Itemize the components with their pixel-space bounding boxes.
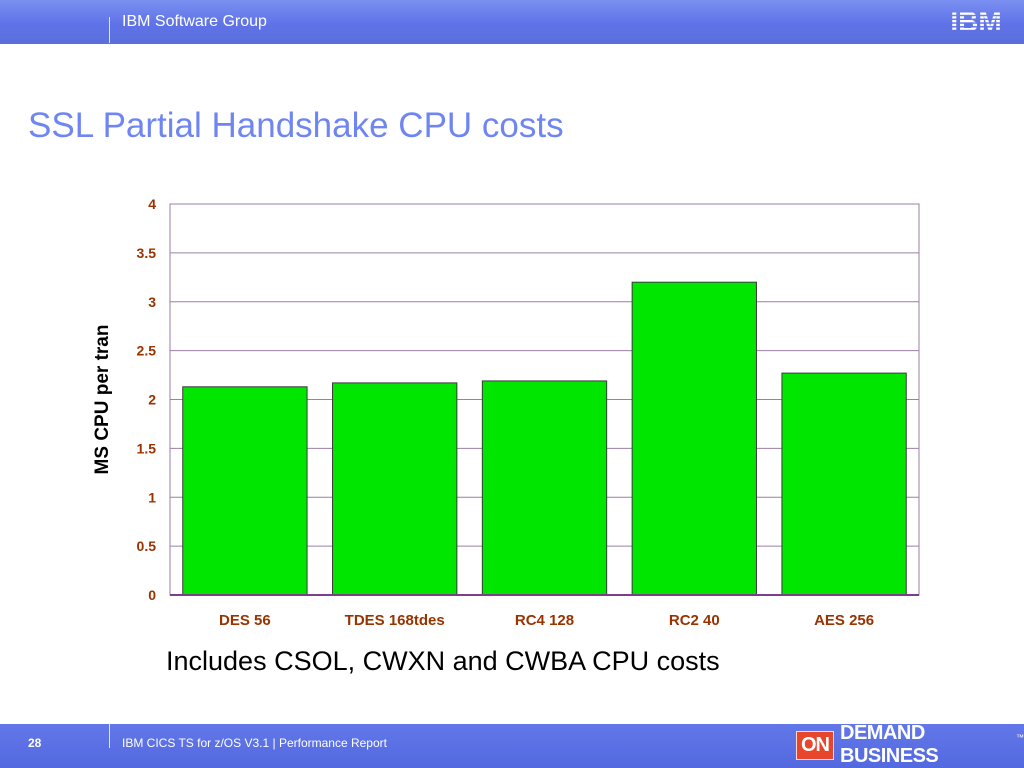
footer-bar: 28 IBM CICS TS for z/OS V3.1 | Performan… [0,722,1024,768]
y-tick-label: 3 [148,294,156,310]
page-number: 28 [28,736,42,750]
x-tick-label: RC2 40 [669,612,720,629]
bar [781,372,907,596]
y-axis-label: MS CPU per tran [92,325,113,475]
brand-demand-business: DEMAND BUSINESS [840,722,939,767]
on-demand-business-logo: ON DEMAND BUSINESS ™ [796,722,1024,767]
y-tick-label: 4 [148,196,156,212]
bar [481,380,608,596]
y-tick-label: 1 [148,489,156,505]
footer-separator [109,724,110,748]
header-group-name: IBM Software Group [122,13,267,30]
brand-on: ON [796,730,834,760]
y-tick-label: 2.5 [137,343,157,359]
brand-trademark: ™ [1016,733,1024,742]
footer-product: IBM CICS TS for z/OS V3.1 | Performance … [122,736,387,750]
bar [332,382,458,596]
slide-title: SSL Partial Handshake CPU costs [28,106,564,145]
header-separator [109,17,110,43]
y-tick-label: 2 [148,392,156,408]
y-tick-label: 3.5 [137,245,157,261]
x-tick-label: AES 256 [814,612,874,629]
y-tick-label: 1.5 [137,440,157,456]
header-bar: IBM Software Group IBM [0,0,1024,44]
bar-chart: 0 0.5 1 1.5 2 2.5 3 3.5 4 DES 56 TDES 168tdes RC4 1… [92,196,920,629]
y-tick-label: 0.5 [137,538,157,554]
ibm-logo: IBM [950,6,1001,35]
x-tick-label: TDES 168tdes [345,612,445,629]
bar [631,281,757,596]
chart-caption: Includes CSOL, CWXN and CWBA CPU costs [166,646,720,676]
bar [182,386,308,596]
x-tick-label: DES 56 [219,612,271,629]
svg-text:IBM: IBM [950,6,1001,35]
y-tick-label: 0 [148,587,156,603]
x-tick-label: RC4 128 [515,612,574,629]
